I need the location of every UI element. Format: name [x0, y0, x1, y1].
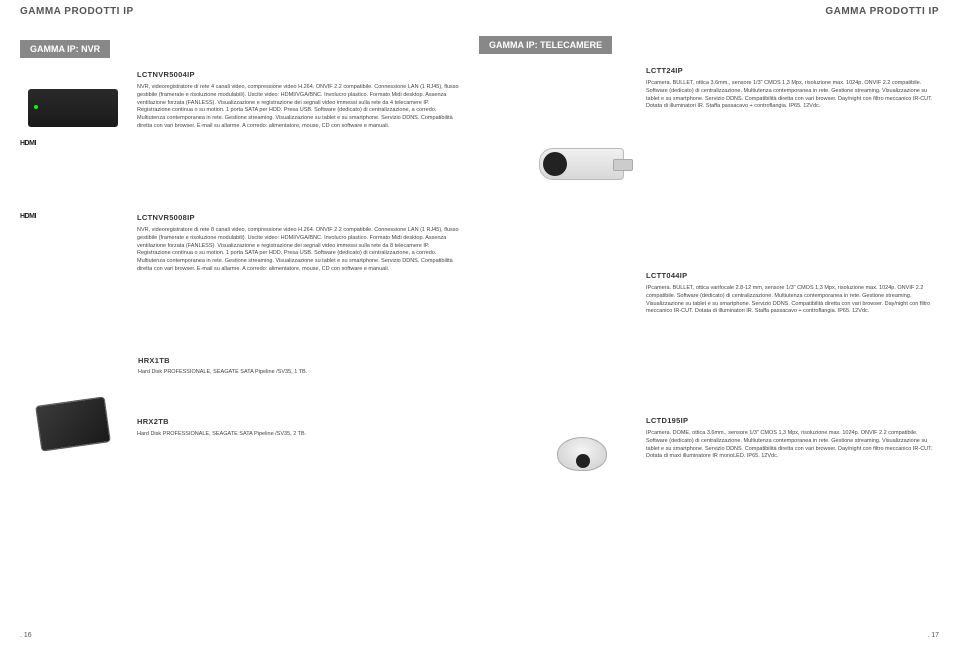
page-left: GAMMA PRODOTTI IP GAMMA IP: NVR HDMI LCT… — [0, 0, 479, 649]
product-desc: Hard Disk PROFESSIONALE, SEAGATE SATA Pi… — [138, 369, 459, 377]
hdd-icon — [35, 397, 111, 452]
product-desc: IPcamera. DOME, ottica 3.6mm., sensore 1… — [646, 430, 939, 461]
product-desc: Hard Disk PROFESSIONALE, SEAGATE SATA Pi… — [137, 431, 459, 439]
product-image-nvr4: HDMI — [20, 70, 125, 145]
product-image-cam24 — [529, 126, 634, 201]
product-text-cam24: LCTT24IP IPcamera. BULLET, ottica 3.6mm.… — [646, 66, 939, 201]
page-number-right: . 17 — [927, 632, 939, 639]
product-hdd1-header: HRX1TB Hard Disk PROFESSIONALE, SEAGATE … — [138, 356, 459, 377]
product-cam44: LCTT044IP IPcamera. BULLET, ottica varif… — [529, 271, 939, 346]
right-content: LCTT24IP IPcamera. BULLET, ottica 3.6mm.… — [499, 10, 939, 491]
product-text-nvr8: LCTNVR5008IP NVR, videoregistratore di r… — [137, 213, 459, 288]
product-text-hdd2: HRX2TB Hard Disk PROFESSIONALE, SEAGATE … — [137, 387, 459, 462]
product-code: LCTT24IP — [646, 66, 939, 76]
nvr-device-icon — [28, 89, 118, 127]
left-content: GAMMA IP: NVR HDMI LCTNVR5004IP NVR, vid… — [20, 10, 459, 462]
product-image-dome — [529, 416, 634, 491]
product-hdd-image-row: HRX2TB Hard Disk PROFESSIONALE, SEAGATE … — [20, 387, 459, 462]
product-text-cam44: LCTT044IP IPcamera. BULLET, ottica varif… — [646, 271, 939, 346]
product-desc: IPcamera. BULLET, ottica varifocale 2.8-… — [646, 285, 939, 316]
product-dome: LCTD195IP IPcamera. DOME, ottica 3.6mm.,… — [529, 416, 939, 491]
page-right: GAMMA PRODOTTI IP GAMMA IP: TELECAMERE L… — [479, 0, 959, 649]
product-text-dome: LCTD195IP IPcamera. DOME, ottica 3.6mm.,… — [646, 416, 939, 491]
section-header-telecamere: GAMMA IP: TELECAMERE — [479, 36, 612, 54]
hdmi-logo: HDMI — [20, 213, 36, 220]
product-desc: IPcamera. BULLET, ottica 3.6mm., sensore… — [646, 80, 939, 111]
product-code: LCTNVR5004IP — [137, 70, 459, 80]
product-text-nvr4: LCTNVR5004IP NVR, videoregistratore di r… — [137, 70, 459, 145]
product-nvr8: HDMI LCTNVR5008IP NVR, videoregistratore… — [20, 213, 459, 288]
product-cam24: LCTT24IP IPcamera. BULLET, ottica 3.6mm.… — [529, 66, 939, 201]
product-code: LCTNVR5008IP — [137, 213, 459, 223]
product-desc: NVR, videoregistratore di rete 4 canali … — [137, 84, 459, 130]
product-image-cam44 — [529, 271, 634, 346]
hdmi-logo: HDMI — [20, 140, 36, 147]
bullet-camera-icon — [539, 148, 624, 180]
product-nvr4: HDMI LCTNVR5004IP NVR, videoregistratore… — [20, 70, 459, 145]
product-image-hdd — [20, 387, 125, 462]
top-title-left: GAMMA PRODOTTI IP — [20, 6, 134, 17]
page-number-left: . 16 — [20, 632, 32, 639]
top-title-right: GAMMA PRODOTTI IP — [825, 6, 939, 17]
product-image-nvr8: HDMI — [20, 213, 125, 288]
dome-camera-icon — [557, 437, 607, 471]
product-desc: NVR, videoregistratore di rete 8 canali … — [137, 227, 459, 273]
product-code: LCTT044IP — [646, 271, 939, 281]
product-code: LCTD195IP — [646, 416, 939, 426]
section-header-nvr: GAMMA IP: NVR — [20, 40, 110, 58]
product-code: HRX2TB — [137, 417, 459, 427]
product-code: HRX1TB — [138, 356, 459, 365]
